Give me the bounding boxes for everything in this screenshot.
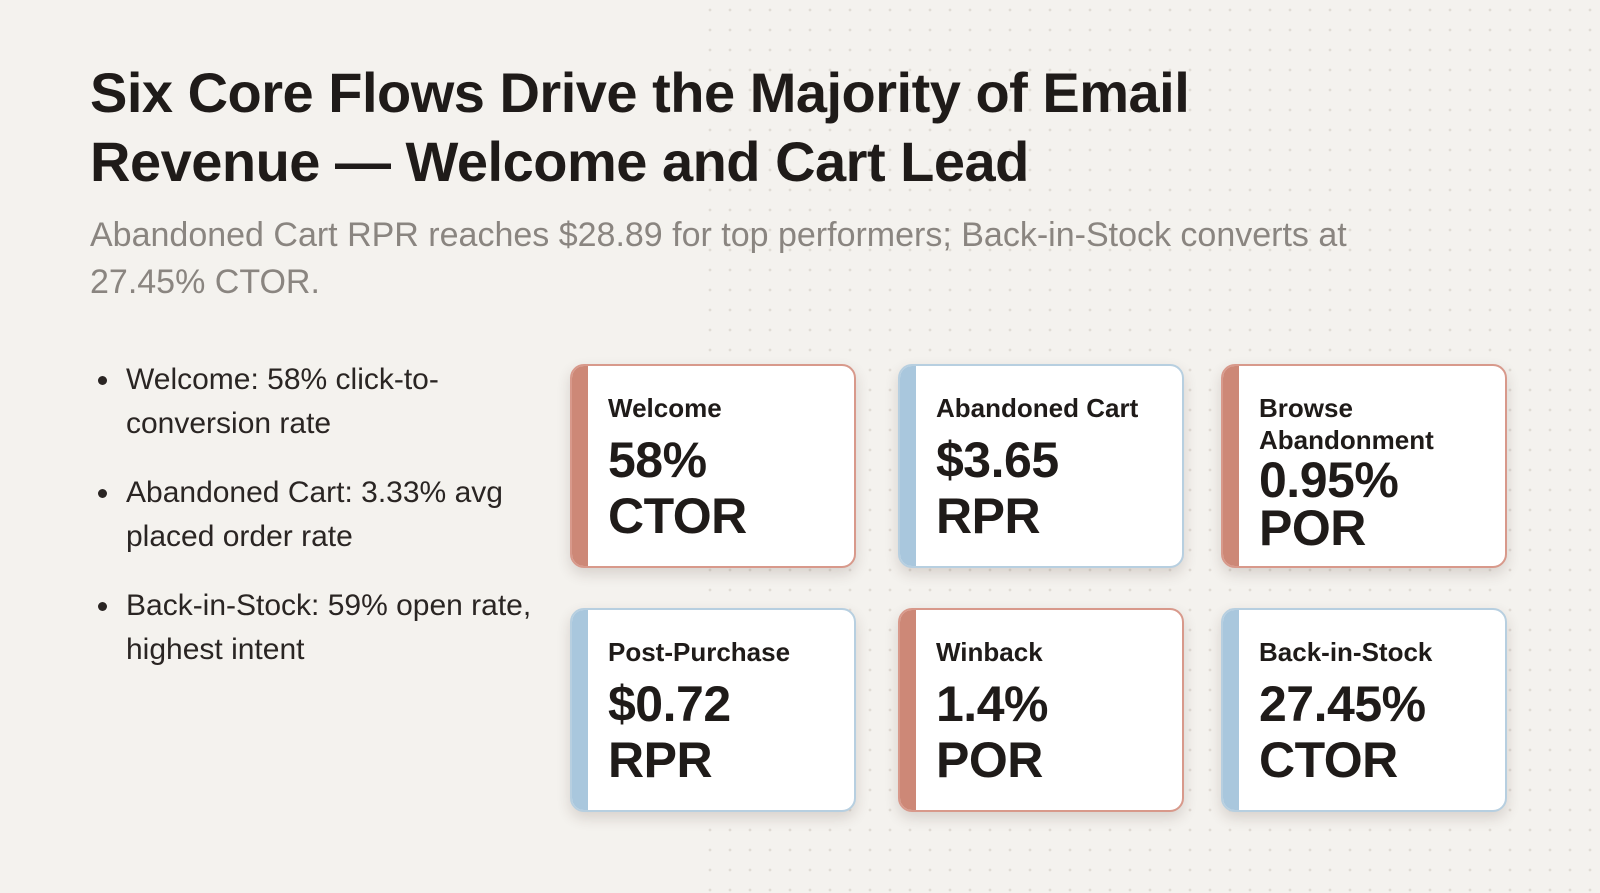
card-metric: $0.72 RPR [608, 676, 844, 788]
bullet-item: Back-in-Stock: 59% open rate, highest in… [96, 584, 556, 672]
card-label: Welcome [608, 393, 722, 423]
card-unit: RPR [608, 732, 713, 788]
card-metric: 27.45% CTOR [1259, 676, 1495, 788]
card-value: 58% [608, 432, 707, 488]
slide-title: Six Core Flows Drive the Majority of Ema… [90, 61, 1190, 193]
card-value: 27.45% [1259, 676, 1426, 732]
card-label: Browse Abandonment [1259, 393, 1434, 455]
metric-card-post-purchase: Post-Purchase $0.72 RPR [570, 608, 856, 812]
bullet-item: Abandoned Cart: 3.33% avg placed order r… [96, 471, 556, 559]
card-accent-bar [1223, 610, 1239, 810]
card-metric: 0.95% POR [1259, 455, 1495, 553]
bullet-text: Abandoned Cart: 3.33% avg placed order r… [126, 476, 503, 553]
card-unit: POR [936, 732, 1043, 788]
card-accent-bar [900, 610, 916, 810]
bullet-dot-icon [98, 489, 107, 498]
bullet-text: Back-in-Stock: 59% open rate, highest in… [126, 589, 532, 666]
card-metric: $3.65 RPR [936, 432, 1172, 544]
card-accent-bar [572, 366, 588, 566]
card-unit: CTOR [1259, 732, 1398, 788]
metric-card-abandoned-cart: Abandoned Cart $3.65 RPR [898, 364, 1184, 568]
bullet-dot-icon [98, 602, 107, 611]
bullet-list: Welcome: 58% click-to-conversion rate Ab… [96, 358, 556, 697]
metric-card-welcome: Welcome 58% CTOR [570, 364, 856, 568]
card-value: $3.65 [936, 432, 1059, 488]
card-accent-bar [572, 610, 588, 810]
slide-subtitle: Abandoned Cart RPR reaches $28.89 for to… [90, 216, 1347, 301]
card-value: 1.4% [936, 676, 1048, 732]
card-value: $0.72 [608, 676, 731, 732]
metric-card-back-in-stock: Back-in-Stock 27.45% CTOR [1221, 608, 1507, 812]
card-metric: 1.4% POR [936, 676, 1172, 788]
card-label: Abandoned Cart [936, 393, 1139, 423]
metric-card-browse-abandonment: Browse Abandonment 0.95% POR [1221, 364, 1507, 568]
bullet-item: Welcome: 58% click-to-conversion rate [96, 358, 556, 446]
card-label: Post-Purchase [608, 637, 791, 667]
card-accent-bar [1223, 366, 1239, 566]
card-unit: CTOR [608, 488, 747, 544]
bullet-dot-icon [98, 376, 107, 385]
card-label: Back-in-Stock [1259, 637, 1433, 667]
card-accent-bar [900, 366, 916, 566]
metric-card-winback: Winback 1.4% POR [898, 608, 1184, 812]
bullet-text: Welcome: 58% click-to-conversion rate [126, 363, 439, 440]
card-unit: POR [1259, 500, 1366, 556]
card-value: 0.95% [1259, 452, 1399, 508]
card-metric: 58% CTOR [608, 432, 844, 544]
card-unit: RPR [936, 488, 1041, 544]
card-label: Winback [936, 637, 1043, 667]
